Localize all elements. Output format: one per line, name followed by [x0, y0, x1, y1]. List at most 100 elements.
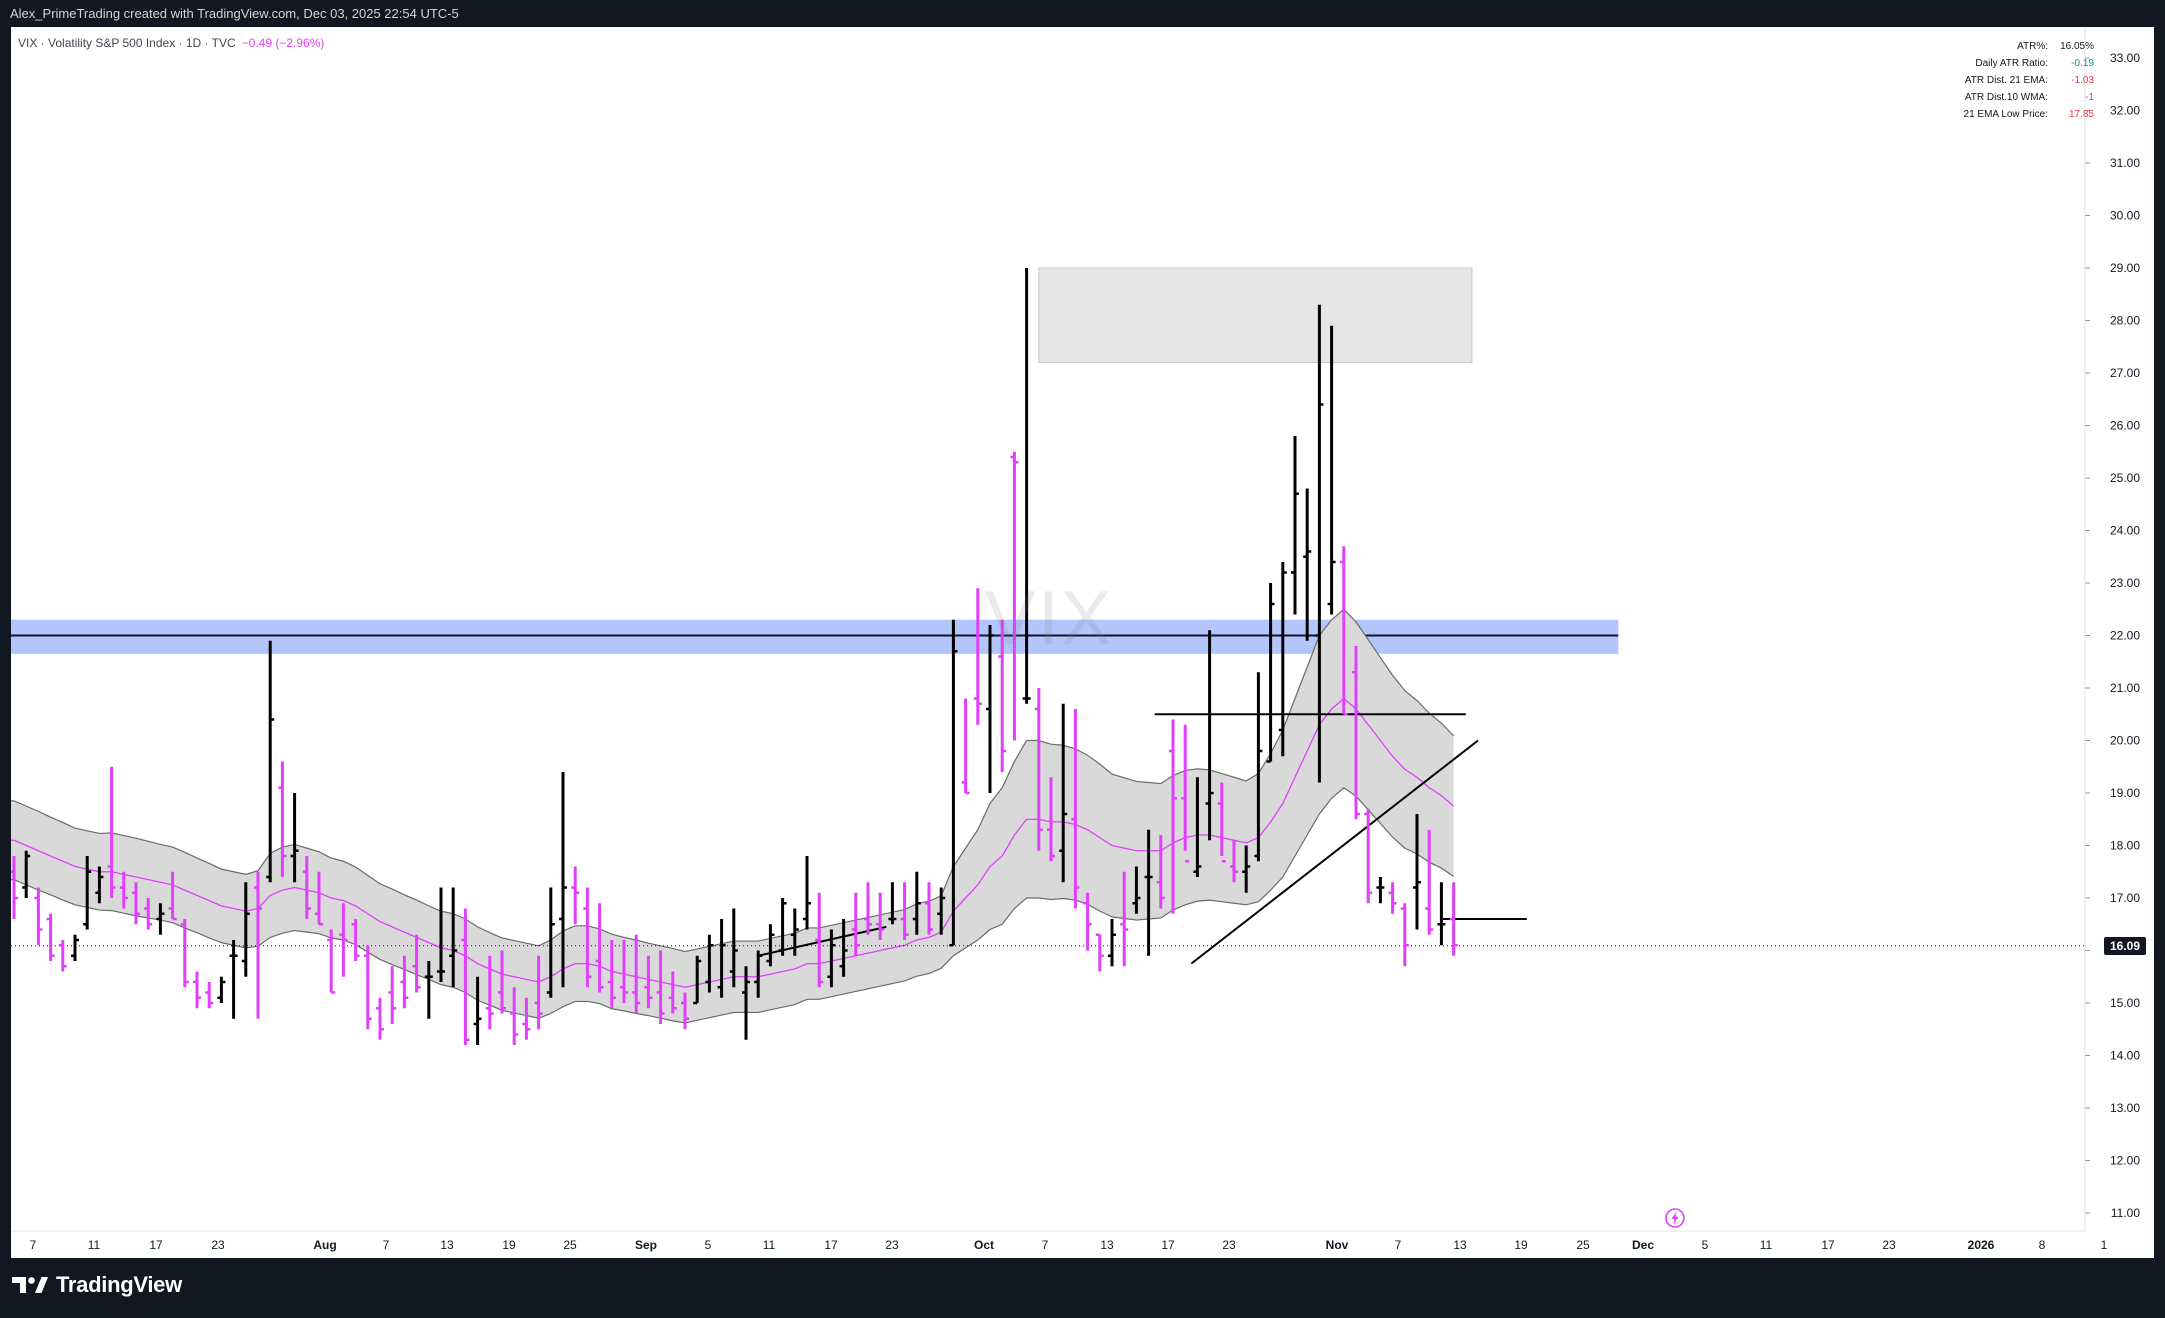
- price-tick-label: 26.00: [2110, 419, 2140, 433]
- stats-row: ATR Dist.10 WMA: -1: [1962, 89, 2094, 106]
- ohlc-bar: [559, 772, 567, 988]
- time-tick-label: 7: [1042, 1238, 1049, 1252]
- ohlc-bar: [644, 955, 653, 1009]
- ohlc-bar: [766, 924, 775, 967]
- ohlc-bar: [1193, 777, 1202, 877]
- ohlc-bar: [620, 940, 628, 1003]
- price-tick-label: 25.00: [2110, 471, 2140, 485]
- ohlc-bar: [498, 950, 506, 1014]
- ohlc-bar: [1108, 919, 1116, 967]
- stats-row: Daily ATR Ratio: -0.19: [1962, 55, 2094, 72]
- time-tick-label: 17: [149, 1238, 163, 1252]
- ohlc-bar: [1291, 436, 1299, 615]
- time-tick-label: Nov: [1326, 1238, 1349, 1252]
- ohlc-bar: [705, 934, 714, 993]
- ohlc-bar: [461, 908, 470, 1045]
- ohlc-bar: [144, 898, 153, 930]
- ohlc-bar: [1083, 892, 1092, 951]
- ohlc-bar: [839, 919, 848, 977]
- ohlc-bar: [754, 950, 763, 998]
- ohlc-bar: [1205, 630, 1214, 841]
- time-tick-label: 25: [563, 1238, 577, 1252]
- ohlc-bar: [925, 882, 933, 935]
- ohlc-bar: [229, 940, 238, 1019]
- ohlc-bar: [717, 919, 726, 998]
- time-tick-label: 13: [1453, 1238, 1467, 1252]
- symbol-legend[interactable]: VIX · Volatility S&P 500 Index · 1D · TV…: [18, 36, 324, 50]
- ohlc-bar: [681, 992, 689, 1030]
- ohlc-bar: [254, 871, 262, 1019]
- ohlc-bar: [1034, 688, 1043, 851]
- time-tick-label: 23: [885, 1238, 899, 1252]
- time-tick-label: 7: [383, 1238, 390, 1252]
- ohlc-bar: [546, 887, 555, 998]
- ohlc-bar: [400, 955, 409, 1009]
- ohlc-bar: [888, 882, 897, 925]
- ohlc-bar: [1266, 583, 1275, 763]
- lightning-icon[interactable]: [1664, 1207, 1686, 1234]
- ohlc-bar: [1449, 882, 1458, 956]
- ohlc-bar: [1010, 451, 1019, 741]
- tradingview-logo[interactable]: TradingView: [12, 1272, 182, 1298]
- stat-value: 17.85: [2068, 109, 2094, 120]
- ohlc-bar: [1217, 782, 1226, 863]
- ohlc-bar: [1303, 488, 1312, 641]
- price-tick-label: 24.00: [2110, 524, 2140, 538]
- price-tick-label: 22.00: [2110, 629, 2140, 643]
- band-lower-line: [11, 786, 1454, 1024]
- price-tick-label: 12.00: [2110, 1154, 2140, 1168]
- ohlc-bar: [22, 850, 31, 898]
- ohlc-bar: [571, 866, 580, 925]
- ohlc-bar: [937, 887, 946, 935]
- ohlc-bar: [132, 882, 140, 925]
- ohlc-bar: [778, 898, 787, 956]
- ohlc-bar: [1022, 268, 1031, 704]
- stat-value: -1: [2085, 92, 2094, 103]
- ohlc-bar: [1095, 933, 1104, 972]
- price-tick-label: 29.00: [2110, 261, 2140, 275]
- ohlc-bar: [1144, 829, 1153, 956]
- ohlc-bar: [1400, 903, 1409, 967]
- stat-label: 21 EMA Low Price:: [1963, 109, 2048, 120]
- ohlc-bar: [827, 929, 836, 988]
- ohlc-bar: [180, 919, 189, 988]
- time-tick-label: Sep: [635, 1238, 657, 1252]
- ohlc-bar: [632, 934, 641, 1014]
- price-tick-label: 15.00: [2110, 996, 2140, 1010]
- supply-zone: [1038, 267, 1473, 363]
- brand-name: TradingView: [56, 1272, 182, 1297]
- ohlc-bar: [1047, 777, 1055, 862]
- ohlc-bar: [607, 940, 616, 1009]
- ohlc-bar: [1352, 646, 1360, 820]
- ohlc-bar: [998, 619, 1007, 772]
- ohlc-bar: [1230, 840, 1238, 883]
- ohlc-bar: [1327, 325, 1336, 615]
- ohlc-bar: [302, 856, 311, 919]
- ohlc-bar: [1181, 724, 1190, 863]
- ohlc-bar: [1278, 562, 1287, 757]
- price-tick-label: 14.00: [2110, 1049, 2140, 1063]
- ohlc-bar: [412, 934, 421, 993]
- stat-value: -0.19: [2071, 58, 2094, 69]
- ohlc-bar: [1339, 546, 1348, 716]
- ohlc-bar: [1242, 845, 1251, 893]
- band-upper-line: [11, 608, 1455, 953]
- time-tick-label: 8: [2039, 1238, 2046, 1252]
- ohlc-bar: [11, 856, 18, 919]
- ohlc-bar: [107, 766, 116, 898]
- ohlc-bar: [595, 903, 604, 993]
- ohlc-bar: [485, 955, 494, 1030]
- time-tick-label: 11: [1760, 1238, 1773, 1252]
- ohlc-bar: [912, 871, 921, 935]
- time-tick-label: 25: [1576, 1238, 1590, 1252]
- price-tick-label: 28.00: [2110, 314, 2140, 328]
- time-tick-label: 5: [705, 1238, 712, 1252]
- ohlc-bar: [1156, 835, 1165, 909]
- ohlc-bar: [290, 793, 299, 883]
- time-tick-label: 17: [824, 1238, 838, 1252]
- stat-value: -1.03: [2071, 75, 2094, 86]
- ohlc-bar: [1376, 877, 1385, 904]
- ohlc-bar: [1388, 882, 1397, 914]
- ohlc-bar: [1059, 703, 1068, 883]
